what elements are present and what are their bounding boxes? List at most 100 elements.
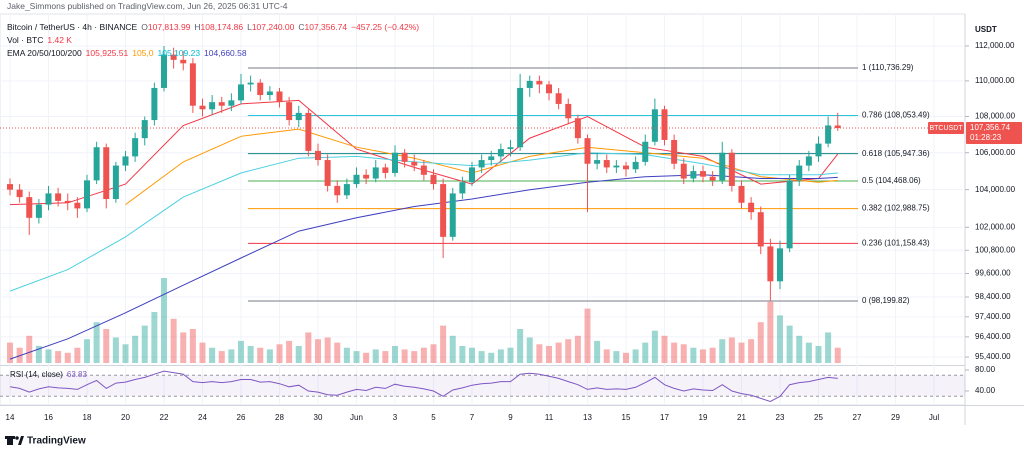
candle-body xyxy=(728,152,735,186)
volume-bar xyxy=(7,342,13,363)
candle-body xyxy=(507,147,514,150)
x-tick-label: 5 xyxy=(431,413,436,422)
candle-body xyxy=(603,160,610,168)
price-tag xyxy=(966,122,1022,145)
volume-bar xyxy=(84,339,90,363)
volume-bar xyxy=(363,352,370,363)
x-tick-label: 26 xyxy=(237,413,246,422)
volume-bar xyxy=(565,339,572,363)
y-tick-label: 108,000.00 xyxy=(975,112,1016,121)
candle-body xyxy=(555,93,562,104)
volume-bar xyxy=(401,349,408,363)
chart-frame xyxy=(0,13,966,406)
x-tick-label: 14 xyxy=(6,413,15,422)
candle-body xyxy=(738,185,745,203)
candle-body xyxy=(661,109,668,140)
countdown-text: 01:28:23 xyxy=(970,133,1002,142)
volume-bar xyxy=(834,347,841,363)
volume-bar xyxy=(35,346,42,363)
volume-bar xyxy=(430,344,437,363)
volume-bar xyxy=(584,308,591,363)
candle-body xyxy=(719,152,726,181)
fib-label: 0.382 (102,988.75) xyxy=(862,204,930,213)
candle-body xyxy=(671,139,678,164)
volume-bar xyxy=(449,335,456,363)
volume-bar xyxy=(55,351,62,363)
candle-body xyxy=(16,189,23,198)
candle-body xyxy=(112,165,119,200)
candle-body xyxy=(151,87,158,121)
symbol: Bitcoin / TetherUS · 4h · BINANCE xyxy=(7,22,138,32)
candle-body xyxy=(343,184,350,196)
volume-bar xyxy=(507,347,514,363)
rsi-value: 63.83 xyxy=(66,370,87,379)
volume-bar xyxy=(218,351,225,363)
fib-label: 0.5 (104,468.06) xyxy=(862,176,921,185)
volume-bar xyxy=(238,340,244,363)
candle-body xyxy=(440,184,447,237)
fib-label: 1 (110,736.29) xyxy=(862,63,914,72)
x-tick-label: 9 xyxy=(508,413,513,422)
candle-body xyxy=(574,118,581,139)
x-tick-label: 18 xyxy=(83,413,92,422)
volume-bar xyxy=(603,349,610,363)
candle-body xyxy=(35,204,42,218)
price-tag-text: 107,356.74 xyxy=(970,123,1011,132)
fib-label: 0.618 (105,947.36) xyxy=(862,149,930,158)
candle-body xyxy=(93,147,100,181)
volume-bar xyxy=(74,347,81,363)
volume-bar xyxy=(623,352,629,363)
candle-body xyxy=(286,102,293,121)
candle-body xyxy=(257,82,264,96)
candle-body xyxy=(382,167,389,173)
volume-bar xyxy=(353,351,360,363)
volume-bar xyxy=(247,346,254,363)
candle-body xyxy=(401,152,408,162)
candle-body xyxy=(805,156,812,166)
candle-body xyxy=(74,202,81,209)
candle-body xyxy=(180,59,187,64)
volume-bar xyxy=(382,351,389,363)
x-tick-label: 16 xyxy=(44,413,53,422)
candle-body xyxy=(420,165,427,175)
candle-body xyxy=(526,80,533,88)
volume-bar xyxy=(488,352,495,363)
volume-bar xyxy=(103,329,110,363)
candle-body xyxy=(392,152,398,173)
volume-bar xyxy=(266,349,273,363)
x-tick-label: 11 xyxy=(545,413,554,422)
volume-bar xyxy=(728,337,735,363)
x-tick-label: 19 xyxy=(699,413,708,422)
volume-bar xyxy=(170,318,177,363)
volume-bar xyxy=(276,344,283,363)
volume-bar xyxy=(459,346,466,363)
candle-body xyxy=(122,156,129,166)
volume-bar xyxy=(189,329,196,363)
y-tick-label: 106,000.00 xyxy=(975,148,1016,157)
candle-body xyxy=(488,156,495,161)
volume-bar xyxy=(805,342,812,363)
candle-body xyxy=(353,174,360,185)
symbol-tag-text: BTCUSDT xyxy=(929,125,963,132)
candle-body xyxy=(449,193,456,237)
volume-bar xyxy=(700,349,706,363)
y-tick-label: 110,000.00 xyxy=(975,76,1015,85)
x-tick-label: 28 xyxy=(275,413,284,422)
candle-body xyxy=(651,109,658,142)
x-tick-label: Jun xyxy=(350,413,363,422)
candle-body xyxy=(642,141,649,162)
volume-bar xyxy=(411,351,418,363)
volume-bar xyxy=(786,325,793,363)
x-tick-label: 20 xyxy=(121,413,130,422)
candle-body xyxy=(777,248,783,282)
candle-body xyxy=(517,87,524,148)
rsi-y-tick-label: 80.00 xyxy=(975,365,996,374)
candle-body xyxy=(170,54,177,60)
rsi-band xyxy=(0,375,965,397)
volume-bar xyxy=(719,339,726,363)
volume-bar xyxy=(469,347,475,363)
y-tick-label: 97,400.00 xyxy=(975,312,1011,321)
